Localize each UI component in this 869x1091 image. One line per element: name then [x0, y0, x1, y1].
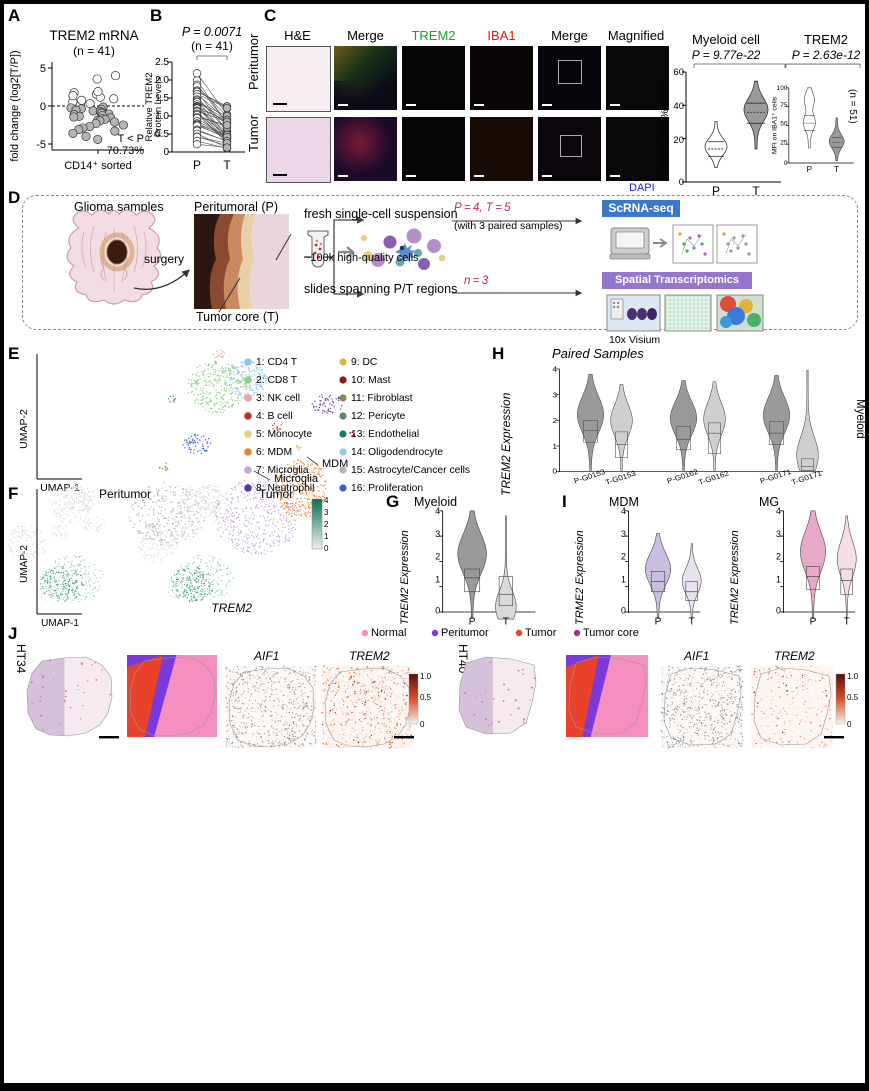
svg-text:1: 1 — [324, 532, 329, 541]
svg-text:0: 0 — [621, 606, 626, 616]
svg-text:fold change (log2[T/P]): fold change (log2[T/P]) — [9, 50, 21, 161]
svg-text:0: 0 — [40, 101, 46, 113]
svg-text:6: MDM: 6: MDM — [256, 447, 292, 458]
svg-text:7: Microglia: 7: Microglia — [256, 465, 309, 476]
svg-text:P: P — [810, 617, 817, 628]
svg-text:TREM2 mRNA: TREM2 mRNA — [49, 28, 138, 43]
svg-text:1: 1 — [776, 574, 781, 584]
svg-text:Tumor core: Tumor core — [583, 627, 639, 639]
svg-text:4: B cell: 4: B cell — [256, 411, 293, 422]
svg-text:9: DC: 9: DC — [351, 357, 378, 368]
svg-text:P: P — [807, 165, 813, 174]
svg-text:4: 4 — [552, 365, 557, 373]
svg-text:(n = 41): (n = 41) — [73, 44, 115, 58]
svg-text:1: CD4 T: 1: CD4 T — [256, 357, 298, 368]
svg-text:2: 2 — [776, 552, 781, 562]
svg-text:P = 0.0071: P = 0.0071 — [182, 25, 242, 39]
svg-text:2: 2 — [324, 520, 329, 529]
svg-text:Protein Levels: Protein Levels — [153, 77, 164, 137]
svg-text:5: 5 — [40, 63, 46, 75]
svg-text:T < P: T < P — [118, 133, 144, 145]
svg-text:T: T — [844, 617, 850, 628]
svg-text:13: Endothelial: 13: Endothelial — [351, 429, 419, 440]
svg-text:UMAP-2: UMAP-2 — [19, 545, 30, 583]
svg-text:10: Mast: 10: Mast — [351, 375, 391, 386]
svg-text:0: 0 — [324, 544, 329, 553]
svg-text:2: 2 — [621, 552, 626, 562]
svg-text:Peritumor: Peritumor — [441, 627, 489, 639]
svg-text:100: 100 — [777, 85, 788, 92]
svg-text:12: Pericyte: 12: Pericyte — [351, 411, 406, 422]
svg-text:T: T — [689, 617, 695, 628]
svg-text:1: 1 — [435, 574, 440, 584]
svg-text:15: Astrocyte/Cancer cells: 15: Astrocyte/Cancer cells — [351, 465, 470, 476]
svg-text:(n = 41): (n = 41) — [191, 39, 233, 53]
svg-text:UMAP-2: UMAP-2 — [18, 409, 30, 449]
svg-text:2: CD8 T: 2: CD8 T — [256, 375, 298, 386]
svg-text:Normal: Normal — [371, 627, 406, 639]
svg-text:5: Monocyte: 5: Monocyte — [256, 429, 312, 440]
svg-text:P: P — [193, 158, 201, 172]
svg-text:2: 2 — [552, 416, 557, 424]
svg-text:Tumor: Tumor — [525, 627, 557, 639]
svg-text:50: 50 — [780, 120, 788, 127]
svg-text:75: 75 — [780, 102, 788, 109]
svg-text:3: 3 — [435, 529, 440, 539]
svg-text:TREM2: TREM2 — [211, 601, 252, 615]
svg-text:11: Fibroblast: 11: Fibroblast — [351, 393, 413, 404]
svg-text:2: 2 — [435, 552, 440, 562]
svg-text:3: 3 — [324, 508, 329, 517]
svg-text:0: 0 — [784, 160, 788, 167]
svg-text:-5: -5 — [36, 139, 46, 151]
svg-text:0: 0 — [435, 606, 440, 616]
svg-text:IBA1⁺ cells % DAPI: IBA1⁺ cells % DAPI — [660, 83, 671, 171]
svg-text:1: 1 — [552, 442, 557, 450]
svg-text:3: 3 — [621, 529, 626, 539]
svg-text:70.73%: 70.73% — [107, 145, 145, 157]
svg-text:20: 20 — [673, 135, 684, 146]
svg-text:CD14⁺ sorted: CD14⁺ sorted — [64, 160, 132, 172]
svg-text:40: 40 — [673, 101, 684, 112]
svg-text:3: 3 — [552, 391, 557, 399]
svg-text:25: 25 — [780, 140, 788, 147]
svg-text:0: 0 — [776, 606, 781, 616]
svg-text:3: 3 — [776, 529, 781, 539]
svg-text:T: T — [834, 165, 839, 174]
svg-text:1: 1 — [621, 574, 626, 584]
svg-text:MFI on IBA1⁺ cells: MFI on IBA1⁺ cells — [772, 96, 779, 154]
svg-text:T: T — [223, 158, 231, 172]
svg-text:2.5: 2.5 — [155, 57, 169, 68]
svg-text:14: Oligodendrocyte: 14: Oligodendrocyte — [351, 447, 443, 458]
svg-text:UMAP-1: UMAP-1 — [41, 618, 79, 629]
svg-text:3: NK cell: 3: NK cell — [256, 393, 300, 404]
svg-text:4: 4 — [324, 496, 329, 505]
